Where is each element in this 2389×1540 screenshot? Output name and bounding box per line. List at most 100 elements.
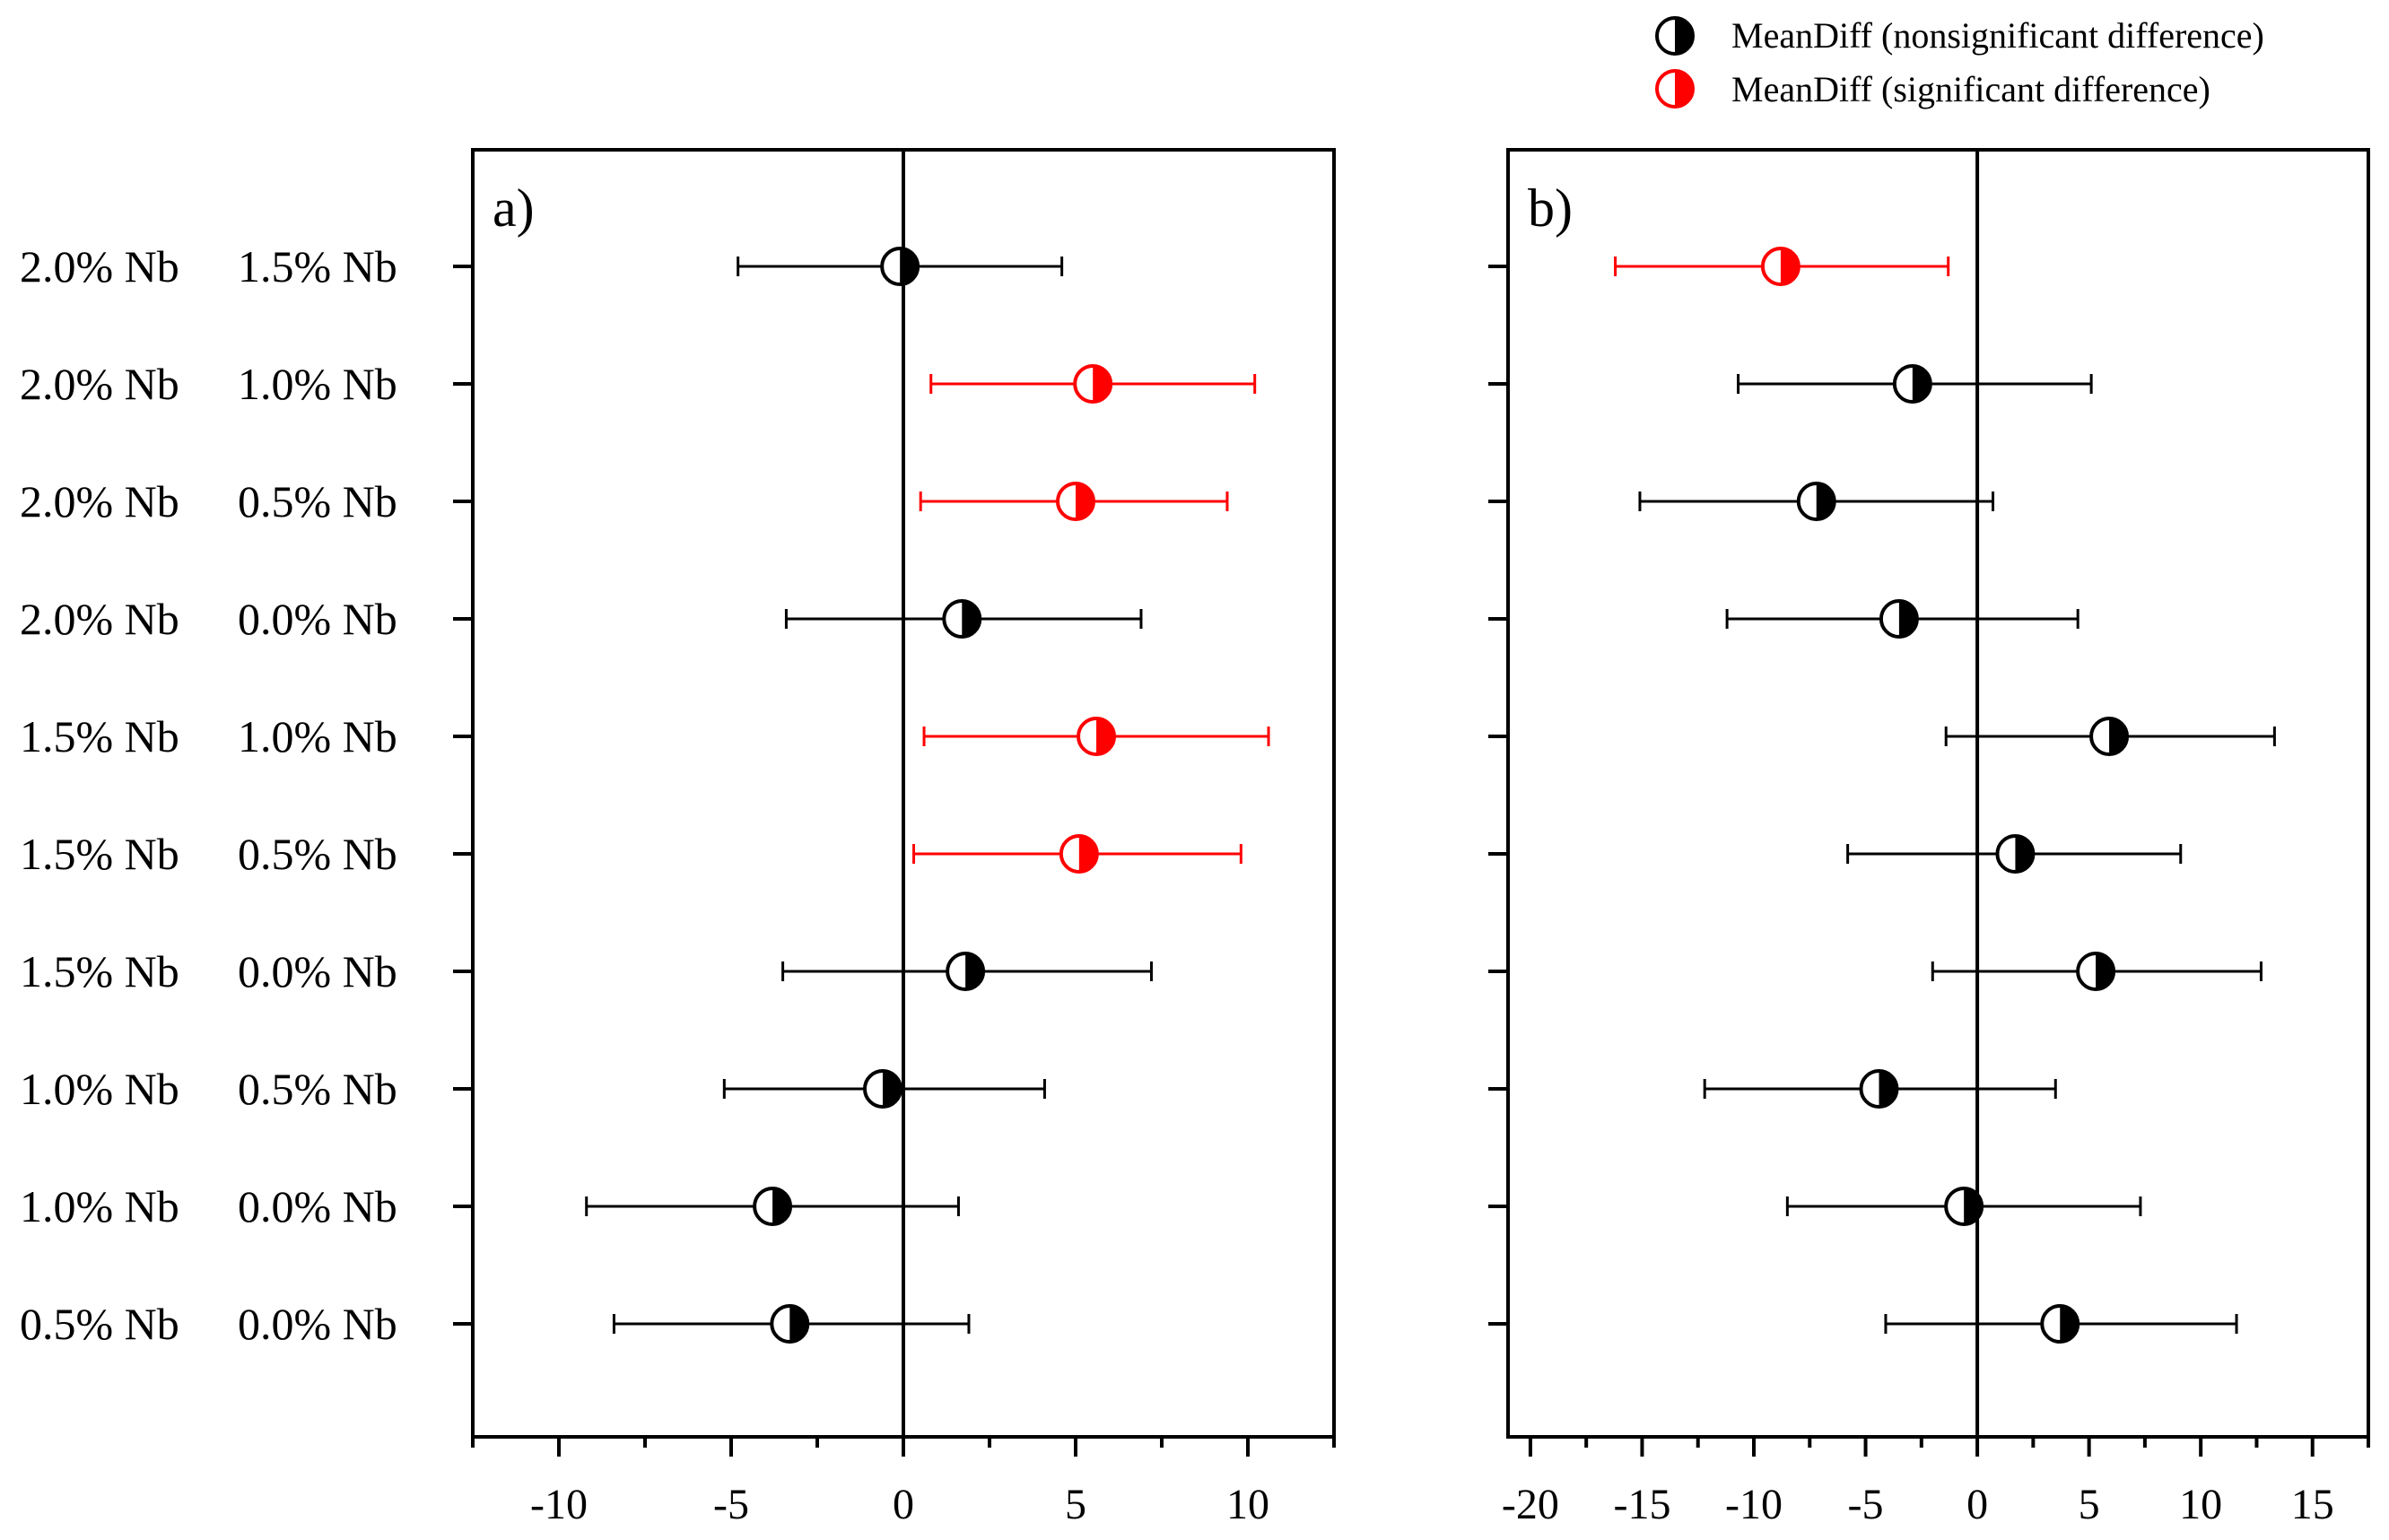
interval-row [1884,1304,2238,1344]
y-ticks-a [453,265,473,1326]
mean-marker-nonsignificant-fill [965,953,984,989]
interval-row [922,717,1270,756]
x-tick-label: -5 [1848,1481,1884,1528]
mean-marker-significant [1073,364,1113,404]
category-label-group2: 0.0% Nb [238,1181,397,1231]
category-label-group2: 1.5% Nb [238,241,397,291]
category-label-group2: 0.0% Nb [238,946,397,996]
panel-a: 2.0% Nb 1.5% Nb 2.0% Nb 1.0% Nb 2.0% Nb 0.5% … [20,148,1336,1528]
mean-marker-nonsignificant [880,247,920,286]
legend-marker-icon-significant [1655,69,1695,109]
x-tick-label: 0 [1966,1481,1988,1528]
legend-marker-icon-nonsignificant [1655,16,1695,56]
x-tick-label: 10 [1226,1481,1269,1528]
mean-marker-nonsignificant [942,599,982,639]
mean-marker-nonsignificant-fill [962,601,981,637]
category-label-group2: 0.5% Nb [238,1064,397,1114]
interval-row [585,1187,960,1226]
mean-marker-nonsignificant-fill [2060,1306,2079,1342]
mean-marker-nonsignificant [862,1069,902,1109]
mean-marker-significant-fill [1096,718,1115,754]
legend-entry-nonsignificant: MeanDiff (nonsignificant difference) [1655,15,2264,56]
interval-row [1931,952,2263,991]
y-ticks-b [1488,265,1508,1326]
category-label-group1: 1.0% Nb [20,1064,179,1114]
category-label-group2: 0.0% Nb [238,594,397,644]
interval-row [1737,364,2093,404]
category-label-group2: 0.5% Nb [238,829,397,879]
mean-marker-nonsignificant [2040,1304,2080,1344]
interval-row [919,482,1229,521]
mean-marker-significant [1056,482,1095,521]
interval-row [1703,1069,2057,1109]
x-tick-label: -10 [530,1481,588,1528]
mean-marker-nonsignificant-fill [2109,718,2128,754]
panel-b: -20 -15 -10 -5 0 5 10 15 b) [1488,148,2370,1528]
interval-row [1614,247,1950,286]
category-label-group2: 0.0% Nb [238,1299,397,1349]
mean-marker-nonsignificant-fill [1816,483,1835,519]
mean-marker-nonsignificant [946,952,986,991]
mean-marker-nonsignificant [753,1187,793,1226]
mean-marker-nonsignificant [1995,834,2036,874]
panel-label-a: a) [493,178,535,238]
x-tick-label: 0 [893,1481,914,1528]
interval-row [722,1069,1046,1109]
category-label-group1: 2.0% Nb [20,594,179,644]
mean-marker-nonsignificant-fill [1912,366,1931,402]
interval-row [1846,834,2183,874]
interval-row [1725,599,2079,639]
mean-marker-nonsignificant [1859,1069,1899,1109]
category-label-group1: 2.0% Nb [20,241,179,291]
mean-marker-significant [1760,247,1800,286]
mean-marker-nonsignificant [2089,717,2130,756]
category-label-group2: 1.0% Nb [238,711,397,761]
x-ticks-a [471,1437,1336,1457]
mean-marker-nonsignificant [1944,1187,1984,1226]
interval-row [1638,482,1995,521]
x-tick-label: -10 [1725,1481,1783,1528]
category-label-group2: 1.0% Nb [238,359,397,409]
category-label-group1: 2.0% Nb [20,476,179,526]
legend-label-significant: MeanDiff (significant difference) [1731,69,2210,109]
intervals-a [585,247,1270,1344]
mean-marker-nonsignificant [1892,364,1932,404]
mean-marker-nonsignificant [1879,599,1919,639]
mean-marker-significant [1059,834,1099,874]
interval-row [612,1304,971,1344]
interval-row [1944,717,2276,756]
interval-row [784,599,1143,639]
mean-marker-significant-fill [1093,366,1112,402]
category-label-group1: 1.0% Nb [20,1181,179,1231]
mean-marker-nonsignificant-fill [2096,953,2114,989]
mean-marker-nonsignificant [1796,482,1836,521]
interval-row [912,834,1242,874]
mean-marker-significant-fill [1780,248,1799,284]
x-tick-label: 15 [2291,1481,2334,1528]
x-tick-label: 5 [1065,1481,1086,1528]
mean-marker-nonsignificant-fill [882,1071,901,1107]
interval-row [737,247,1064,286]
interval-row [1785,1187,2142,1226]
legend-label-nonsignificant: MeanDiff (nonsignificant difference) [1731,15,2264,56]
legend-marker-icon-nonsignificant-fill [1675,18,1693,54]
category-label-group1: 2.0% Nb [20,359,179,409]
category-label-group1: 0.5% Nb [20,1299,179,1349]
legend-marker-nonsignificant [1655,16,1695,56]
legend-entry-significant: MeanDiff (significant difference) [1655,69,2210,109]
mean-marker-nonsignificant-fill [1964,1188,1983,1224]
x-tick-label: -5 [713,1481,749,1528]
category-label-group1: 1.5% Nb [20,946,179,996]
mean-marker-nonsignificant-fill [789,1306,808,1342]
mean-marker-nonsignificant-fill [900,248,919,284]
category-label-group1: 1.5% Nb [20,711,179,761]
mean-marker-significant [1077,717,1117,756]
interval-row [929,364,1257,404]
category-label-group1: 1.5% Nb [20,829,179,879]
x-ticks-b [1528,1437,2370,1457]
legend-marker-icon-significant-fill [1675,71,1693,107]
mean-marker-significant-fill [1076,483,1094,519]
mean-marker-nonsignificant-fill [1898,601,1917,637]
plot-frame-b [1506,148,2370,1439]
